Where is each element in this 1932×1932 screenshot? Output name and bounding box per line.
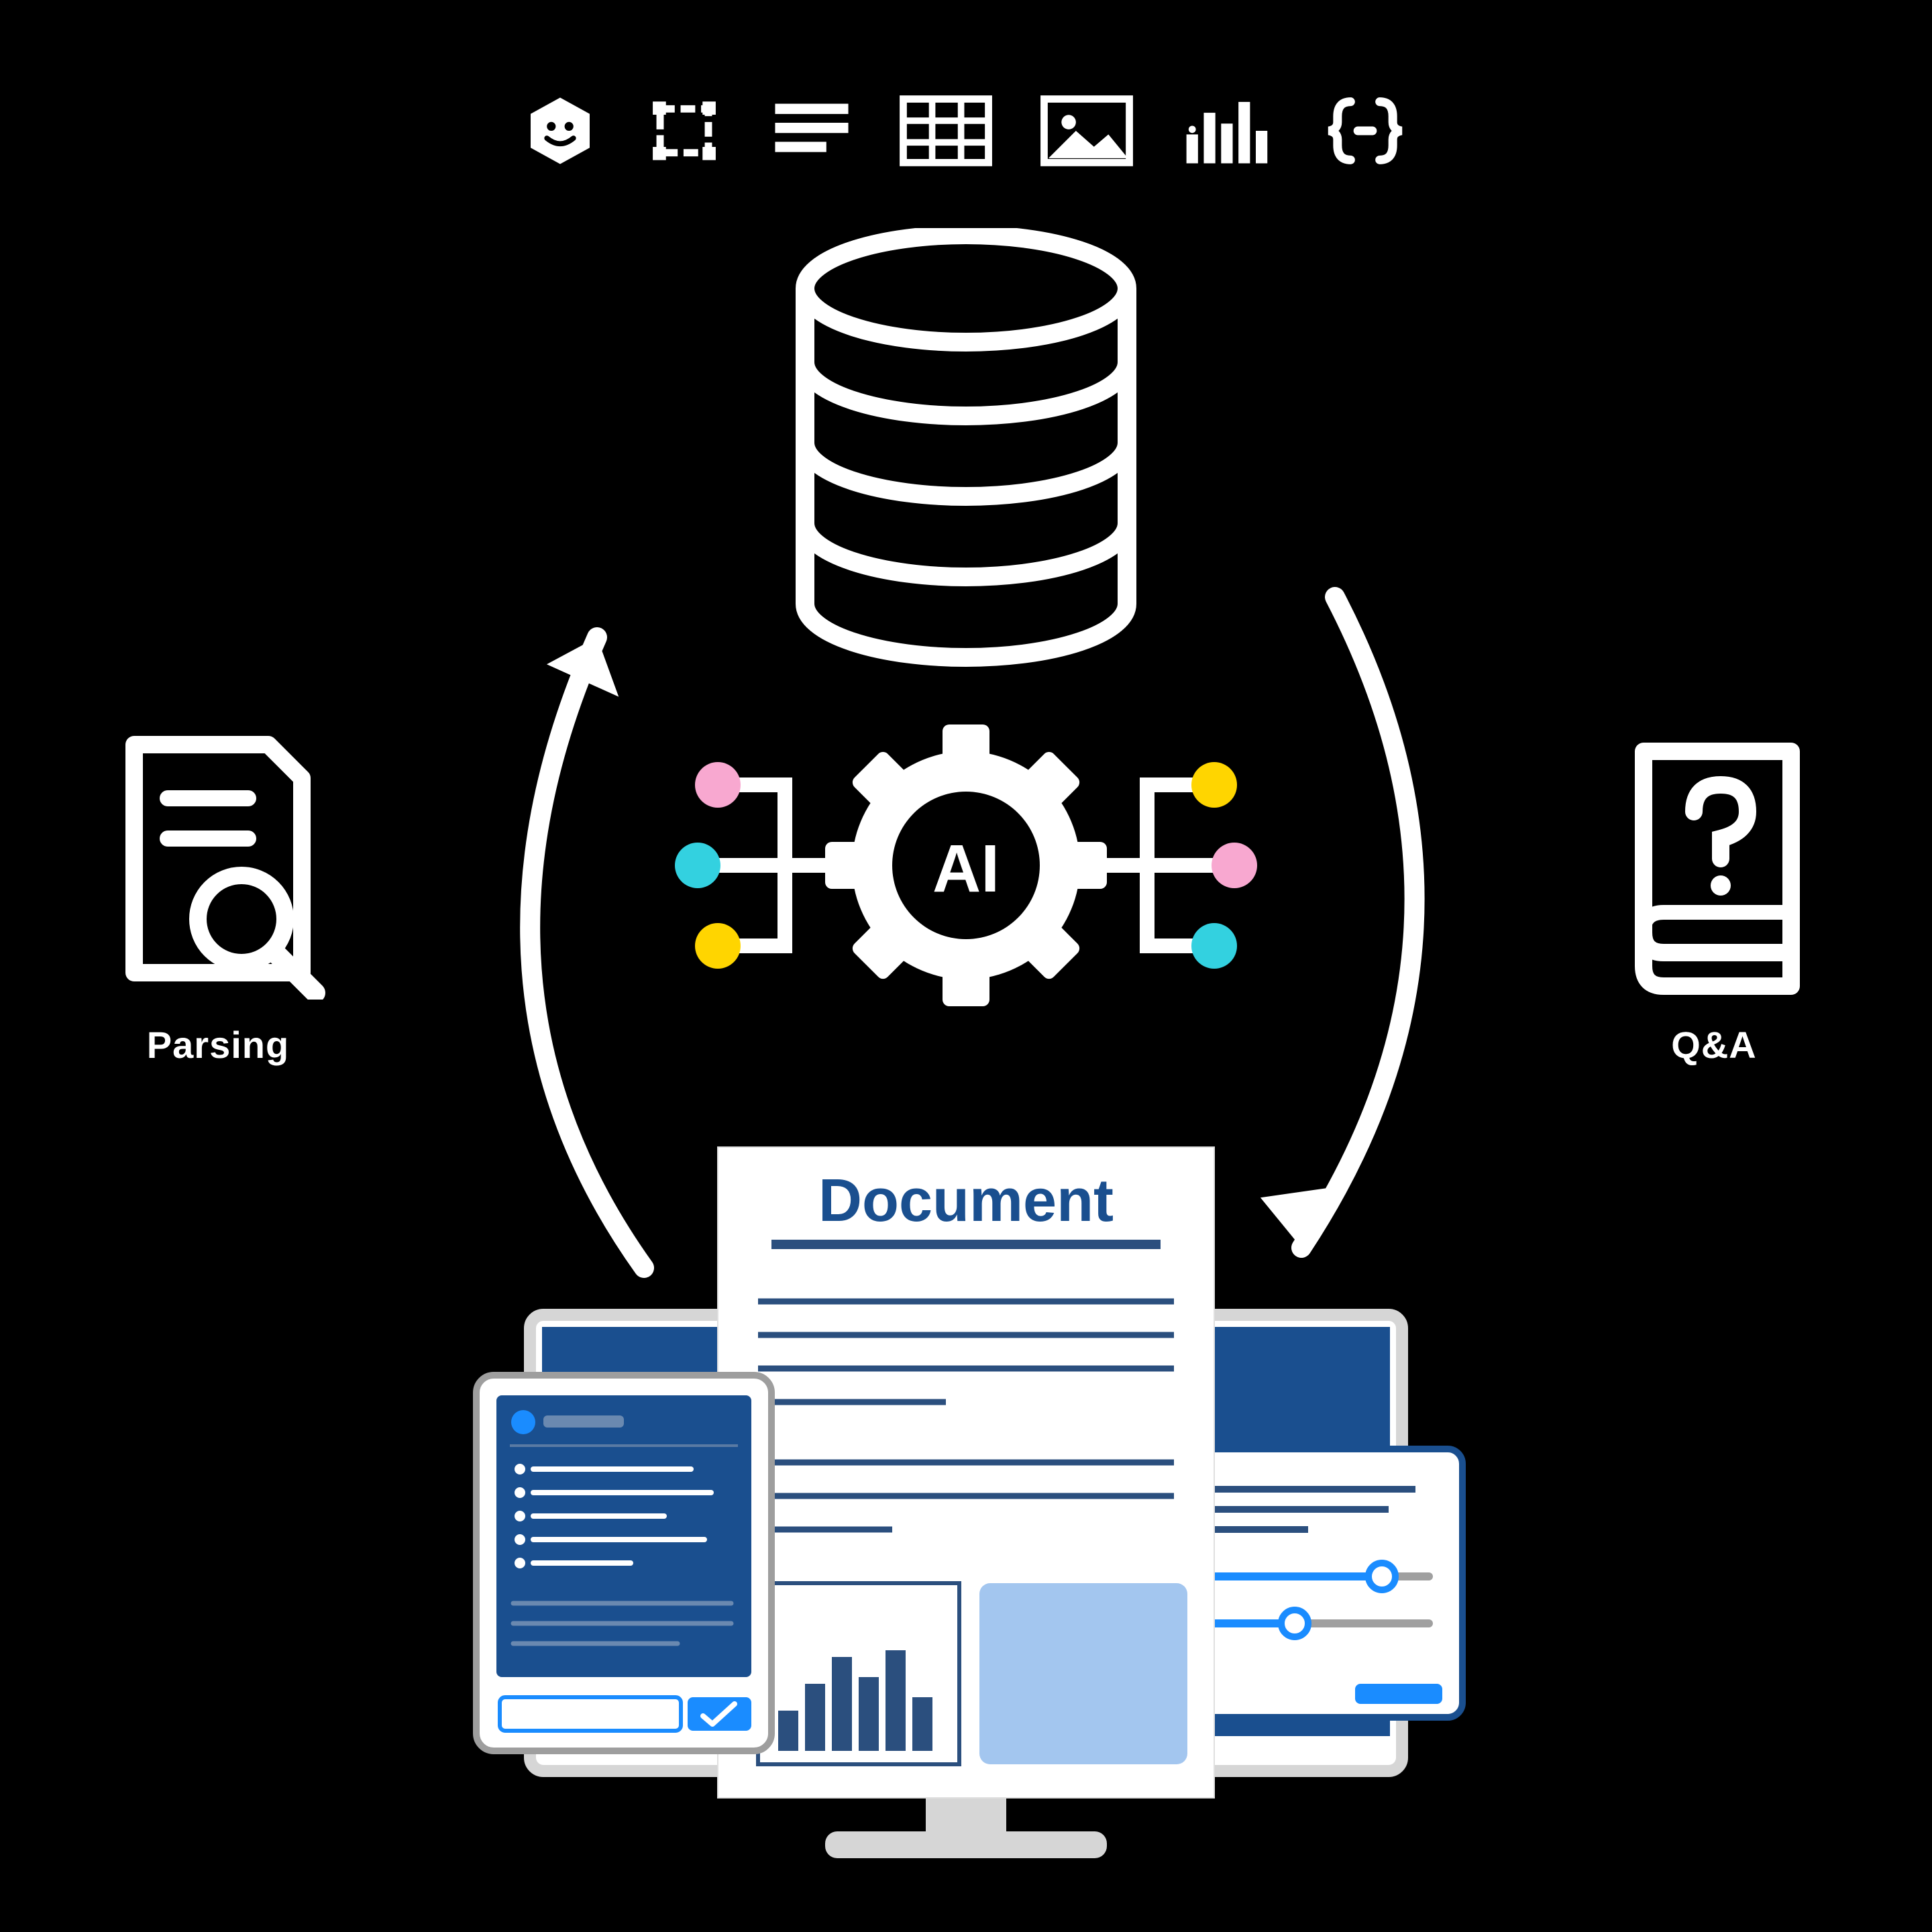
document-sheet: Document xyxy=(718,1147,1214,1798)
code-icon xyxy=(1322,94,1409,168)
qa-label: Q&A xyxy=(1603,1023,1825,1067)
ai-label: AI xyxy=(932,831,1000,906)
table-icon xyxy=(899,94,993,168)
parsing-label: Parsing xyxy=(107,1023,329,1067)
crop-icon xyxy=(644,94,724,168)
image-icon xyxy=(1040,94,1134,168)
emoji-icon xyxy=(523,94,597,168)
parsing-node: Parsing xyxy=(107,731,329,1067)
book-question-icon xyxy=(1603,731,1825,1000)
monitor-document-group: Document xyxy=(396,1140,1536,1878)
list-panel xyxy=(476,1375,771,1751)
chart-icon xyxy=(1181,94,1275,168)
icon-row xyxy=(523,94,1409,168)
database-icon xyxy=(778,228,1154,671)
diagram-canvas: AI Parsing Q&A xyxy=(0,0,1932,1932)
doc-search-icon xyxy=(107,731,329,1000)
document-title: Document xyxy=(818,1167,1114,1234)
lines-icon xyxy=(771,97,852,164)
ai-gear-icon: AI xyxy=(610,704,1322,1026)
qa-node: Q&A xyxy=(1603,731,1825,1067)
